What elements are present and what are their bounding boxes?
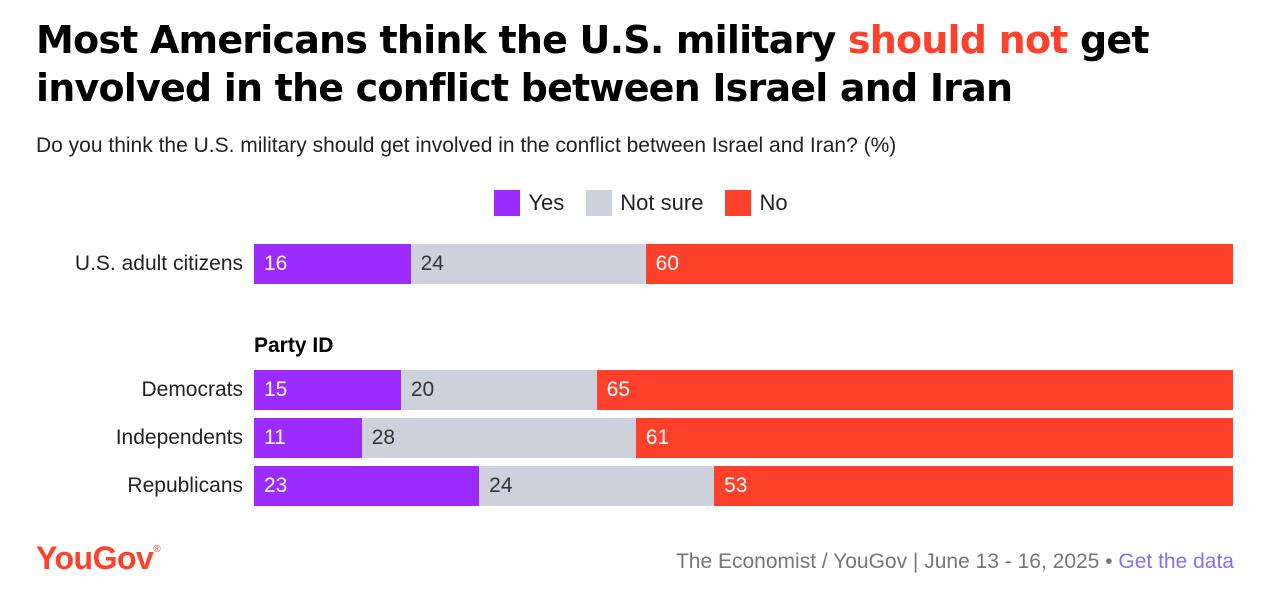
legend-swatch-not-sure xyxy=(586,190,613,216)
bar-democrats: 15 20 65 xyxy=(254,370,1233,410)
legend-item-not-sure: Not sure xyxy=(586,188,703,218)
bar-segment-not-sure-republicans: 24 xyxy=(479,466,715,506)
legend-label-yes: Yes xyxy=(528,190,565,215)
title-highlight: should not xyxy=(847,18,1068,62)
logo-text: YouGov xyxy=(36,540,154,576)
bar-segment-not-sure-u-s-adult-citizens: 24 xyxy=(410,244,646,284)
legend-label-not-sure: Not sure xyxy=(620,190,704,215)
row-label-u-s-adult-citizens: U.S. adult citizens xyxy=(74,252,243,275)
bar-segment-yes-u-s-adult-citizens: 16 xyxy=(254,244,411,284)
legend: Yes Not sure No xyxy=(0,188,1282,218)
chart-title: Most Americans think the U.S. military s… xyxy=(36,16,1256,112)
bar-segment-no-independents: 61 xyxy=(635,418,1233,458)
bar-republicans: 23 24 53 xyxy=(254,466,1233,506)
title-part1: Most Americans think the U.S. military xyxy=(36,18,848,62)
source-line: The Economist / YouGov | June 13 - 16, 2… xyxy=(676,550,1234,574)
bar-independents: 11 28 61 xyxy=(254,418,1233,458)
yougov-logo: YouGov® xyxy=(36,540,161,577)
legend-swatch-yes xyxy=(494,190,521,216)
bar-segment-yes-republicans: 23 xyxy=(254,466,480,506)
bar-segment-yes-independents: 11 xyxy=(254,418,362,458)
legend-item-yes: Yes xyxy=(494,188,564,218)
row-label-democrats: Democrats xyxy=(141,378,243,401)
title-part2: get involved in the conflict between Isr… xyxy=(36,18,1150,110)
bar-segment-yes-democrats: 15 xyxy=(254,370,401,410)
bar-segment-not-sure-independents: 28 xyxy=(361,418,636,458)
source-text: The Economist / YouGov | June 13 - 16, 2… xyxy=(675,550,1113,573)
bar-u-s-adult-citizens: 16 24 60 xyxy=(254,244,1233,284)
logo-registered-mark: ® xyxy=(153,544,161,555)
legend-label-no: No xyxy=(759,190,788,215)
bar-segment-no-republicans: 53 xyxy=(714,466,1233,506)
row-label-republicans: Republicans xyxy=(127,474,243,497)
bar-segment-not-sure-democrats: 20 xyxy=(400,370,597,410)
row-label-independents: Independents xyxy=(115,426,243,449)
group-header-party-id: Party ID xyxy=(254,334,334,357)
get-the-data-link[interactable]: Get the data xyxy=(1118,550,1234,573)
bar-segment-no-u-s-adult-citizens: 60 xyxy=(645,244,1233,284)
legend-item-no: No xyxy=(725,188,788,218)
chart-subtitle: Do you think the U.S. military should ge… xyxy=(36,134,897,157)
legend-swatch-no xyxy=(725,190,752,216)
bar-segment-no-democrats: 65 xyxy=(596,370,1233,410)
